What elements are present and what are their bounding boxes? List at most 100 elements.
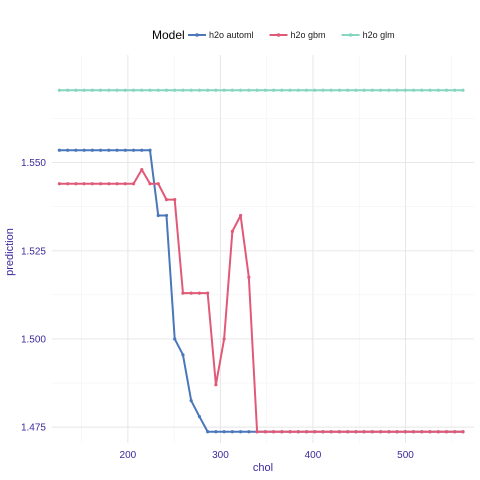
data-point xyxy=(74,148,78,152)
data-point xyxy=(82,182,86,186)
data-point xyxy=(379,430,383,434)
data-point xyxy=(436,88,440,92)
data-point xyxy=(115,148,119,152)
data-point xyxy=(461,88,465,92)
data-point xyxy=(263,430,267,434)
data-point xyxy=(123,182,127,186)
data-point xyxy=(148,88,152,92)
data-point xyxy=(420,88,424,92)
data-point xyxy=(329,430,333,434)
data-point xyxy=(263,88,267,92)
data-point xyxy=(321,88,325,92)
data-point xyxy=(436,430,440,434)
data-point xyxy=(387,430,391,434)
data-point xyxy=(66,148,70,152)
data-point xyxy=(271,430,276,434)
legend-swatch-point xyxy=(348,33,353,37)
data-point xyxy=(197,291,202,295)
data-point xyxy=(57,88,62,92)
data-point xyxy=(247,88,251,92)
data-point xyxy=(428,430,432,434)
data-point xyxy=(173,198,177,202)
legend-item: h2o gbm xyxy=(269,30,326,40)
y-tick-label: 1.475 xyxy=(21,423,46,434)
data-point xyxy=(66,182,70,186)
x-tick-label: 300 xyxy=(212,450,229,461)
data-point xyxy=(206,430,210,434)
x-axis: 200 300 400 500 xyxy=(120,450,415,461)
data-point xyxy=(115,182,119,186)
data-point xyxy=(420,430,424,434)
data-point xyxy=(214,88,218,92)
data-point xyxy=(148,182,152,186)
data-point xyxy=(453,88,457,92)
x-tick-label: 400 xyxy=(305,450,322,461)
legend-label: h2o gbm xyxy=(291,30,326,40)
data-point xyxy=(173,88,177,92)
data-point xyxy=(288,88,292,92)
data-point xyxy=(304,430,309,434)
series-h2o-glm xyxy=(57,88,465,92)
data-point xyxy=(131,182,136,186)
data-point xyxy=(156,182,160,186)
data-point xyxy=(148,148,152,152)
data-point xyxy=(57,182,62,186)
data-point xyxy=(239,213,243,218)
data-point xyxy=(387,88,391,92)
data-point xyxy=(131,148,136,152)
data-point xyxy=(164,198,169,202)
data-point xyxy=(156,88,160,92)
data-point xyxy=(313,88,317,92)
data-point xyxy=(123,88,127,92)
data-point xyxy=(98,88,103,92)
data-point xyxy=(230,229,234,233)
legend-item: h2o glm xyxy=(341,30,395,40)
data-point xyxy=(411,88,416,92)
data-point xyxy=(181,353,185,357)
x-tick-label: 500 xyxy=(397,450,414,461)
data-point xyxy=(354,430,358,434)
data-point xyxy=(222,88,226,92)
series-line xyxy=(59,168,463,433)
data-point xyxy=(255,88,259,92)
data-point xyxy=(189,399,193,403)
series-layer xyxy=(57,88,465,434)
data-point xyxy=(74,88,78,92)
legend-swatch-point xyxy=(195,33,199,37)
data-point xyxy=(280,88,284,92)
data-point xyxy=(123,148,127,152)
data-point xyxy=(280,430,284,434)
data-point xyxy=(239,430,243,434)
data-point xyxy=(98,182,103,186)
series-h2o-automl xyxy=(57,148,465,434)
data-point xyxy=(461,430,465,434)
data-point xyxy=(214,430,218,434)
legend-swatch-point xyxy=(276,33,281,37)
data-point xyxy=(115,88,119,92)
legend-item: h2o automl xyxy=(188,30,254,40)
data-point xyxy=(57,148,62,152)
data-point xyxy=(304,88,309,92)
data-point xyxy=(247,275,251,279)
data-point xyxy=(214,383,218,387)
data-point xyxy=(444,88,449,92)
x-tick-label: 200 xyxy=(120,450,137,461)
y-tick-label: 1.500 xyxy=(21,334,46,345)
data-point xyxy=(296,430,300,434)
data-point xyxy=(189,88,193,92)
data-point xyxy=(403,430,407,434)
data-point xyxy=(230,88,234,92)
data-point xyxy=(444,430,449,434)
data-point xyxy=(74,182,78,186)
data-point xyxy=(239,88,243,92)
data-point xyxy=(247,430,251,434)
data-point xyxy=(453,430,457,434)
data-point xyxy=(222,337,226,341)
data-point xyxy=(395,430,399,434)
data-point xyxy=(131,88,136,92)
data-point xyxy=(403,88,407,92)
legend-label: h2o glm xyxy=(363,30,395,40)
data-point xyxy=(271,88,276,92)
data-point xyxy=(107,88,111,92)
